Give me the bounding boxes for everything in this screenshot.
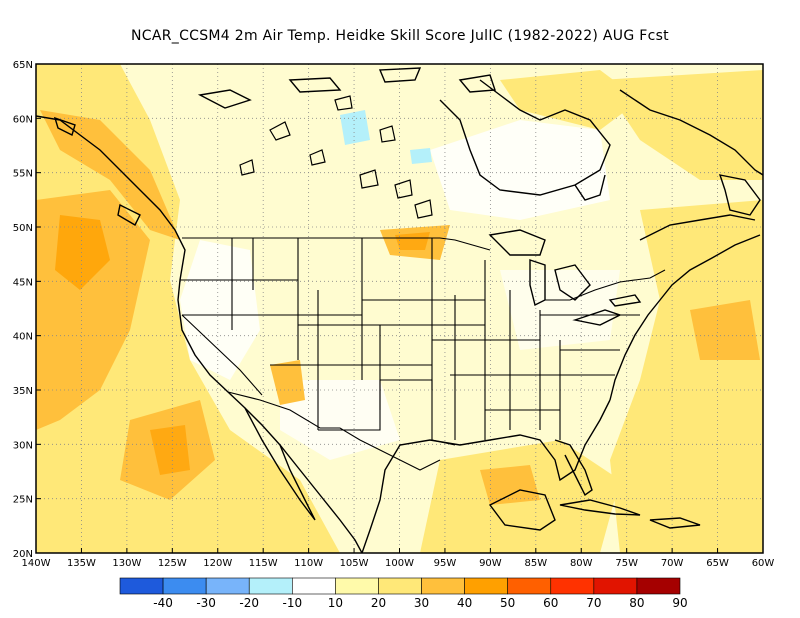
colorbar-swatch (421, 577, 465, 595)
lon-tick-label: 105W (340, 558, 369, 569)
lat-tick-label: 20N (13, 549, 33, 560)
lat-tick-label: 30N (13, 440, 33, 451)
lon-tick-label: 120W (203, 558, 232, 569)
colorbar-label: 10 (328, 596, 343, 610)
colorbar-label: 20 (371, 596, 386, 610)
colorbar-swatch (593, 577, 638, 595)
political-boundaries (180, 237, 666, 471)
colorbar-label: 60 (543, 596, 558, 610)
lat-tick-label: 25N (13, 495, 33, 506)
map-panel (36, 64, 763, 553)
latitude-axis: 65N 60N 55N 50N 45N 40N 35N 30N 25N 20N (13, 60, 41, 560)
lon-tick-label: 100W (385, 558, 414, 569)
colorbar-label: 30 (414, 596, 429, 610)
lat-tick-label: 55N (13, 169, 33, 180)
lon-tick-label: 135W (67, 558, 96, 569)
colorbar: -40 -30 -20 -10 10 20 30 40 50 60 70 80 90 (119, 577, 688, 610)
colorbar-swatch (335, 577, 379, 595)
lon-tick-label: 65W (706, 558, 729, 569)
colorbar-label: 50 (500, 596, 515, 610)
lon-tick-label: 80W (570, 558, 593, 569)
lon-tick-label: 95W (434, 558, 457, 569)
colorbar-label: 40 (457, 596, 472, 610)
lon-tick-label: 90W (479, 558, 502, 569)
skill-shading (36, 64, 763, 553)
colorbar-label: 70 (586, 596, 601, 610)
longitude-axis: 140W 135W 130W 125W 120W 115W 110W 105W 100W 95W 9… (22, 548, 775, 569)
lat-tick-label: 65N (13, 60, 33, 71)
lon-tick-label: 70W (661, 558, 684, 569)
colorbar-swatch (205, 577, 250, 595)
colorbar-label: 80 (629, 596, 644, 610)
colorbar-swatch (292, 577, 336, 595)
colorbar-label: 90 (672, 596, 687, 610)
lon-tick-label: 60W (752, 558, 775, 569)
lat-tick-label: 60N (13, 114, 33, 125)
lon-tick-label: 140W (22, 558, 51, 569)
colorbar-swatch (507, 577, 552, 595)
canadian-lakes (239, 95, 433, 219)
lat-tick-label: 40N (13, 332, 33, 343)
coastlines (36, 67, 763, 553)
lon-tick-label: 125W (158, 558, 187, 569)
colorbar-label: -10 (283, 596, 303, 610)
lon-tick-label: 110W (294, 558, 323, 569)
colorbar-swatch (162, 577, 207, 595)
colorbar-label: -30 (196, 596, 216, 610)
colorbar-swatch (119, 577, 164, 595)
colorbar-label: -40 (153, 596, 173, 610)
chart-title: NCAR_CCSM4 2m Air Temp. Heidke Skill Sco… (131, 28, 669, 44)
lon-tick-label: 115W (249, 558, 278, 569)
graticule (36, 64, 763, 553)
colorbar-swatch (550, 577, 595, 595)
colorbar-swatch (248, 577, 293, 595)
colorbar-swatch (464, 577, 508, 595)
colorbar-swatch (636, 577, 681, 595)
lon-tick-label: 85W (525, 558, 548, 569)
colorbar-label: -20 (239, 596, 259, 610)
lon-tick-label: 75W (615, 558, 638, 569)
lon-tick-label: 130W (112, 558, 141, 569)
colorbar-swatch (378, 577, 422, 595)
lat-tick-label: 50N (13, 223, 33, 234)
lat-tick-label: 45N (13, 277, 33, 288)
lat-tick-label: 35N (13, 386, 33, 397)
